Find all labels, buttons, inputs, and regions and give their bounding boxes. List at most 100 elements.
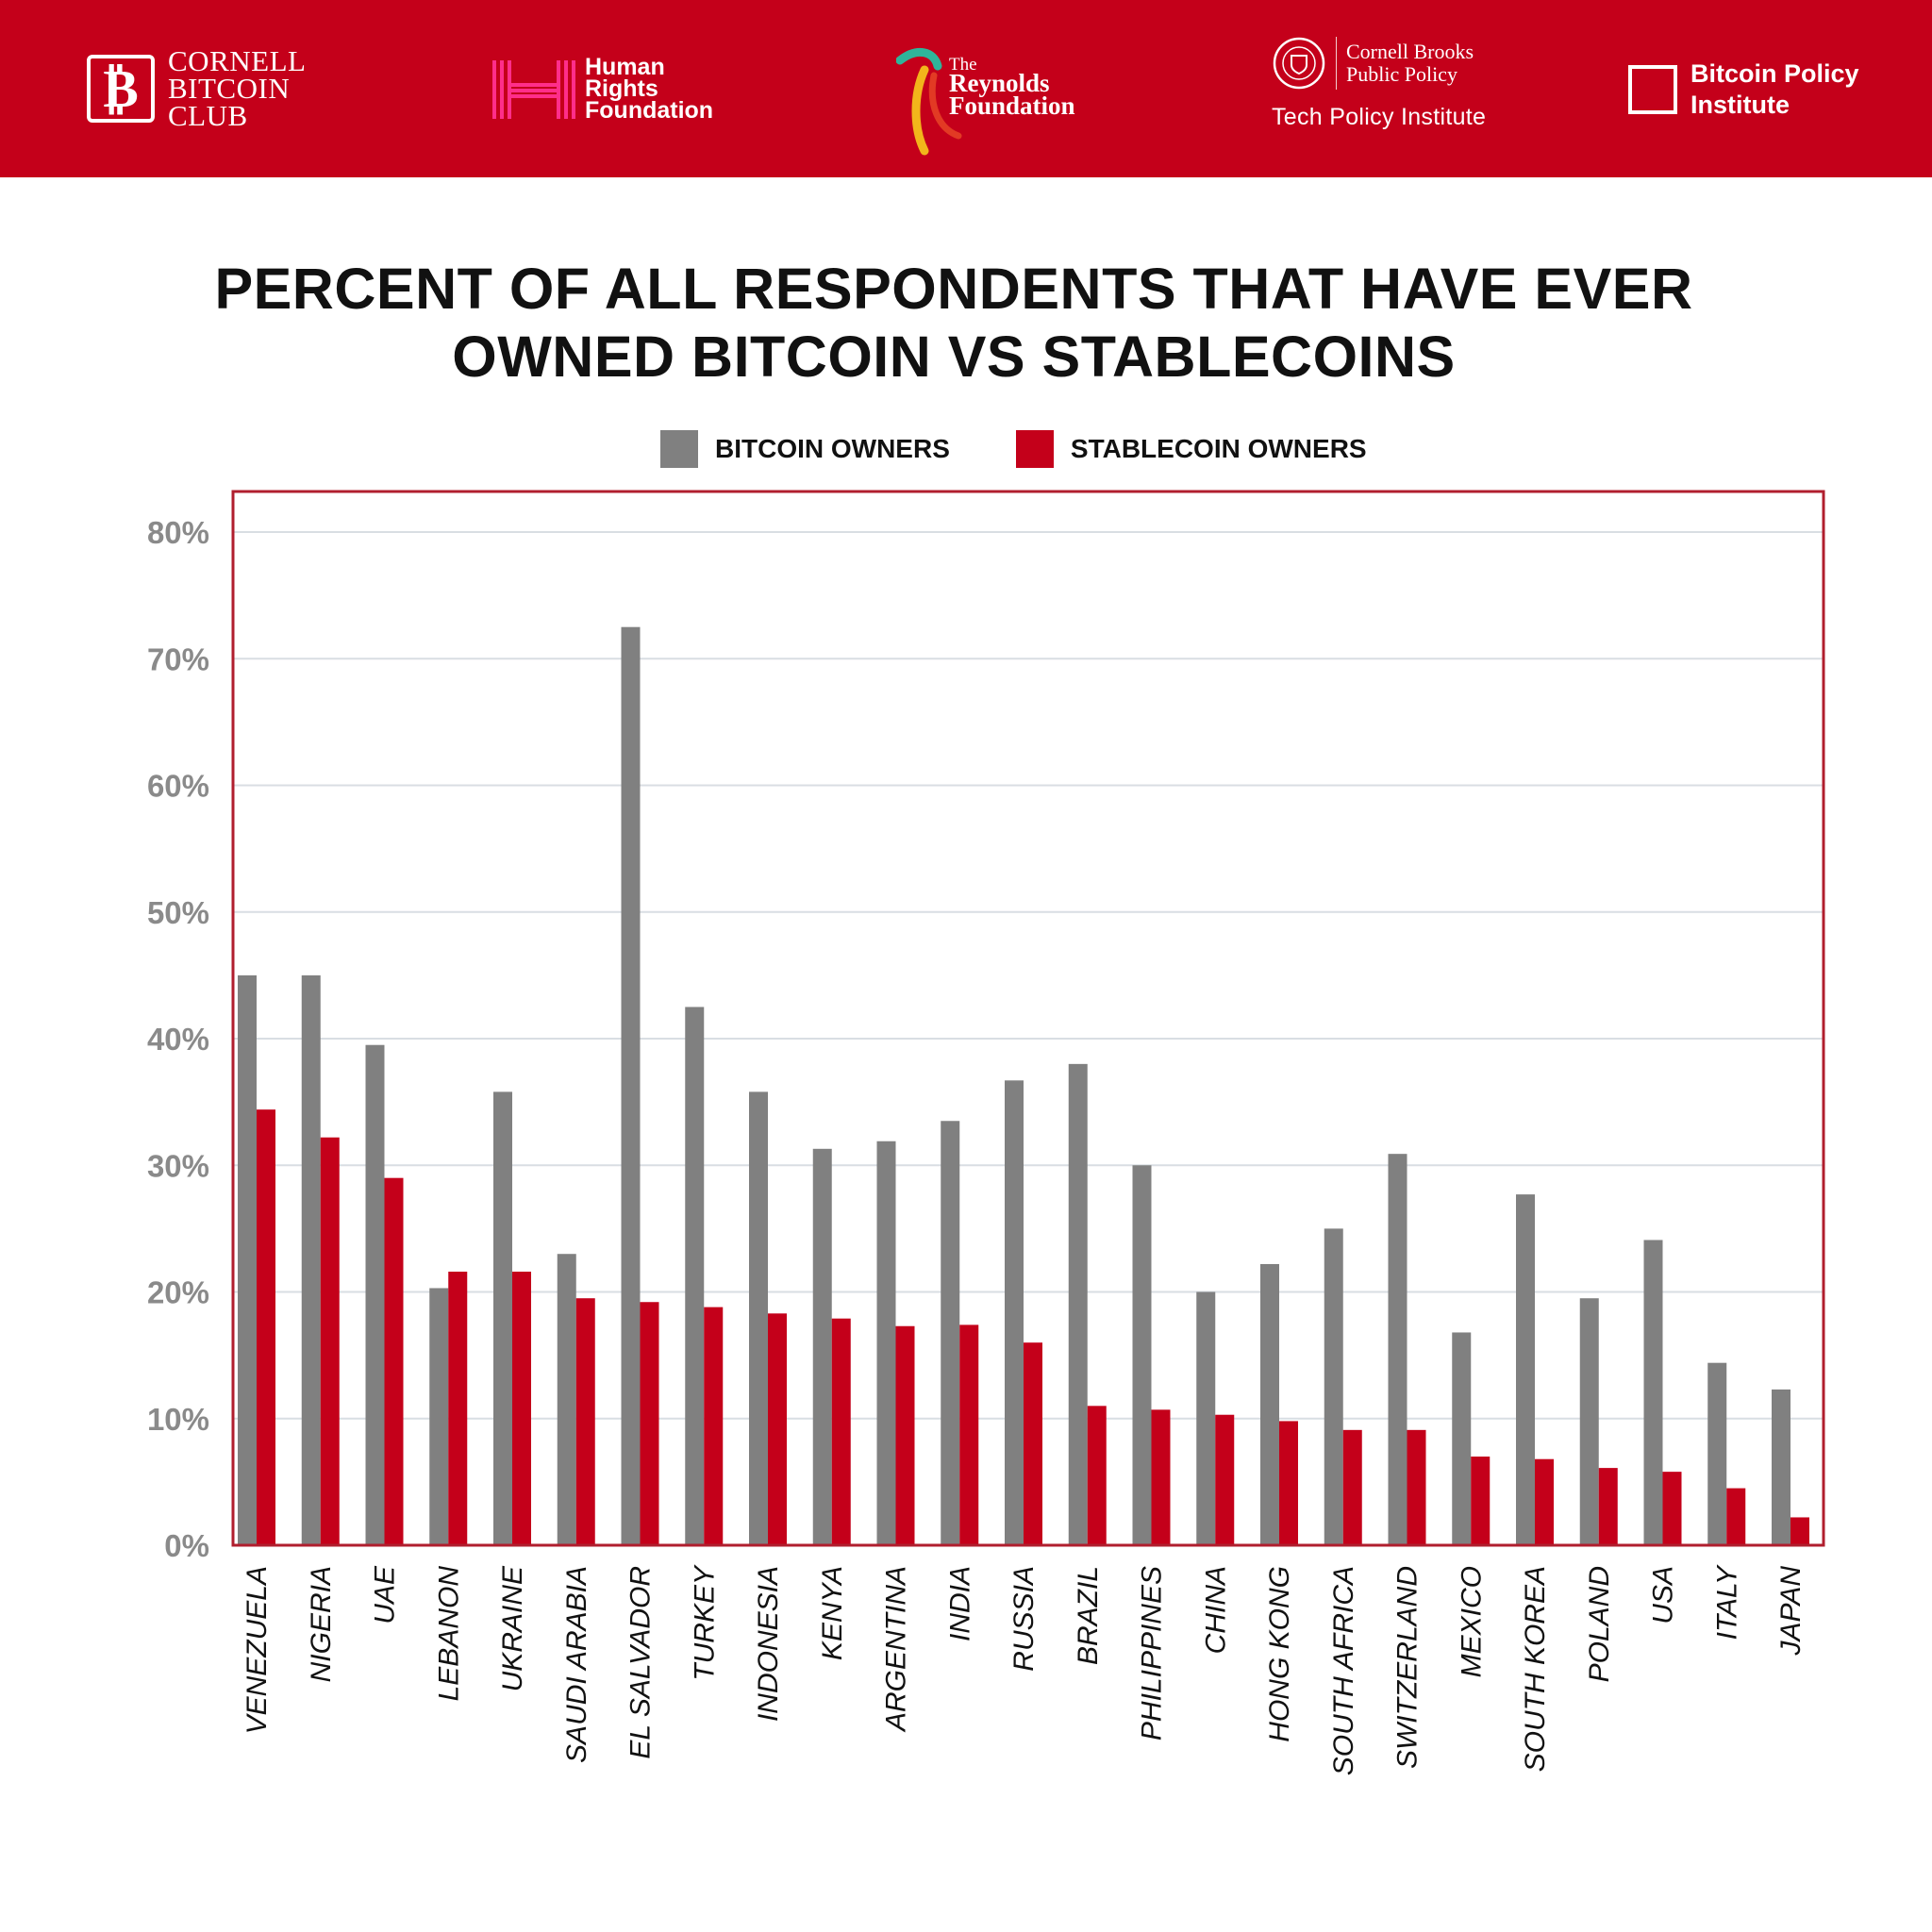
bar-stablecoin xyxy=(1407,1429,1426,1545)
legend-label-stablecoin: STABLECOIN OWNERS xyxy=(1070,434,1367,463)
logo-divider xyxy=(1336,37,1337,90)
x-tick-label: INDONESIA xyxy=(753,1566,784,1722)
x-tick-label: TURKEY xyxy=(689,1564,720,1681)
bar-stablecoin xyxy=(1151,1409,1171,1545)
cornell-bitcoin-club-logo: ₿ CORNELL BITCOIN CLUB xyxy=(87,46,306,130)
x-tick-label: RUSSIA xyxy=(1008,1566,1040,1672)
logo-text-line: Cornell Brooks xyxy=(1346,40,1474,63)
x-tick-label: UAE xyxy=(370,1565,401,1624)
legend-label-bitcoin: BITCOIN OWNERS xyxy=(715,434,950,463)
chart-title-line: OWNED BITCOIN VS STABLECOINS xyxy=(452,325,1456,389)
x-tick-label: VENEZUELA xyxy=(242,1566,273,1734)
bar-bitcoin xyxy=(941,1121,960,1545)
bar-stablecoin xyxy=(1662,1472,1682,1545)
chart-title: PERCENT OF ALL RESPONDENTS THAT HAVE EVE… xyxy=(0,255,1907,391)
bar-stablecoin xyxy=(704,1307,724,1545)
bar-stablecoin xyxy=(1598,1468,1618,1545)
y-tick-label: 70% xyxy=(147,641,209,676)
logo-text-line: Rights xyxy=(585,75,658,102)
logo-text-line: BITCOIN xyxy=(168,72,291,105)
bar-stablecoin xyxy=(1215,1414,1235,1545)
logo-text-line: Reynolds xyxy=(949,69,1050,97)
bar-stablecoin xyxy=(1790,1517,1809,1545)
bar-stablecoin xyxy=(320,1137,340,1545)
x-tick-label: KENYA xyxy=(817,1566,848,1660)
reynolds-name: Reynolds Foundation xyxy=(949,69,1075,120)
x-tick-label: INDIA xyxy=(944,1566,975,1641)
x-tick-label: HONG KONG xyxy=(1264,1566,1295,1742)
x-tick-label: UKRAINE xyxy=(497,1565,528,1691)
cornell-seal-icon xyxy=(1273,37,1325,90)
y-tick-label: 80% xyxy=(147,515,209,550)
human-rights-foundation-logo: Human Rights Foundation xyxy=(491,54,713,123)
logo-text-line: Foundation xyxy=(949,92,1075,120)
cornell-bitcoin-club-name: CORNELL BITCOIN CLUB xyxy=(168,46,306,130)
x-tick-label: LEBANON xyxy=(433,1566,464,1702)
x-tick-label: BRAZIL xyxy=(1073,1566,1104,1665)
bar-bitcoin xyxy=(238,974,257,1545)
bar-stablecoin xyxy=(575,1298,595,1545)
y-tick-label: 40% xyxy=(147,1022,209,1057)
bar-bitcoin xyxy=(429,1288,449,1545)
logo-text-line: Institute xyxy=(1690,91,1790,119)
x-tick-label: SWITZERLAND xyxy=(1392,1566,1424,1769)
bar-bitcoin xyxy=(1196,1291,1216,1545)
plot-frame xyxy=(231,490,1825,1547)
logo-text-line: Bitcoin Policy xyxy=(1690,59,1859,88)
bar-bitcoin xyxy=(365,1044,385,1545)
cornell-brooks-logo: Cornell Brooks Public Policy Tech Policy… xyxy=(1272,36,1574,131)
x-tick-label: SAUDI ARABIA xyxy=(561,1566,592,1763)
legend-swatch-bitcoin xyxy=(660,430,698,468)
bar-bitcoin xyxy=(1643,1240,1663,1545)
legend-swatch-stablecoin xyxy=(1015,430,1054,468)
reynolds-the: The xyxy=(949,55,977,75)
x-tick-label: ARGENTINA xyxy=(881,1566,912,1733)
bar-bitcoin xyxy=(301,974,321,1545)
bar-bitcoin xyxy=(493,1091,512,1545)
bar-bitcoin xyxy=(812,1148,832,1545)
bar-stablecoin xyxy=(1342,1429,1362,1545)
x-tick-label: MEXICO xyxy=(1456,1566,1487,1677)
y-tick-label: 60% xyxy=(147,769,209,804)
bar-stablecoin xyxy=(384,1177,404,1545)
hrf-name: Human Rights Foundation xyxy=(585,54,713,123)
logo-text-line: Human xyxy=(585,54,665,80)
bar-bitcoin xyxy=(1772,1389,1790,1545)
y-tick-label: 30% xyxy=(147,1148,209,1183)
bar-stablecoin xyxy=(895,1325,915,1545)
chart-title-line: PERCENT OF ALL RESPONDENTS THAT HAVE EVE… xyxy=(214,257,1693,321)
y-tick-label: 0% xyxy=(164,1528,209,1563)
bar-stablecoin xyxy=(640,1302,659,1545)
x-tick-label: JAPAN xyxy=(1775,1566,1807,1657)
square-icon xyxy=(1628,65,1677,114)
x-tick-label: EL SALVADOR xyxy=(625,1566,657,1759)
bar-stablecoin xyxy=(1471,1457,1491,1545)
legend-item-bitcoin: BITCOIN OWNERS xyxy=(660,430,950,468)
chart-legend: BITCOIN OWNERS STABLECOIN OWNERS xyxy=(660,430,1433,468)
y-tick-label: 10% xyxy=(147,1402,209,1437)
cornell-brooks-name: Cornell Brooks Public Policy xyxy=(1346,41,1474,86)
bar-stablecoin xyxy=(1279,1421,1298,1545)
x-tick-label: NIGERIA xyxy=(306,1566,337,1682)
hrf-h-icon xyxy=(492,59,575,119)
bar-bitcoin xyxy=(621,626,641,1545)
bar-bitcoin xyxy=(1452,1332,1472,1545)
x-tick-label: SOUTH KOREA xyxy=(1520,1566,1551,1772)
bar-bitcoin xyxy=(876,1141,896,1545)
bar-bitcoin xyxy=(1388,1154,1407,1545)
bar-bitcoin xyxy=(557,1254,576,1545)
tech-policy-institute-label: Tech Policy Institute xyxy=(1272,104,1487,130)
bar-stablecoin xyxy=(448,1272,468,1545)
x-tick-label: ITALY xyxy=(1711,1564,1742,1640)
bar-bitcoin xyxy=(1132,1165,1152,1545)
bar-stablecoin xyxy=(257,1109,275,1545)
bar-bitcoin xyxy=(1516,1194,1535,1545)
bar-stablecoin xyxy=(512,1272,531,1545)
x-tick-label: USA xyxy=(1648,1566,1679,1624)
bitcoin-icon: ₿ xyxy=(87,54,155,123)
x-tick-label: CHINA xyxy=(1200,1566,1231,1654)
bar-stablecoin xyxy=(831,1318,851,1545)
bar-stablecoin xyxy=(1726,1488,1746,1545)
bar-bitcoin xyxy=(1707,1362,1727,1545)
